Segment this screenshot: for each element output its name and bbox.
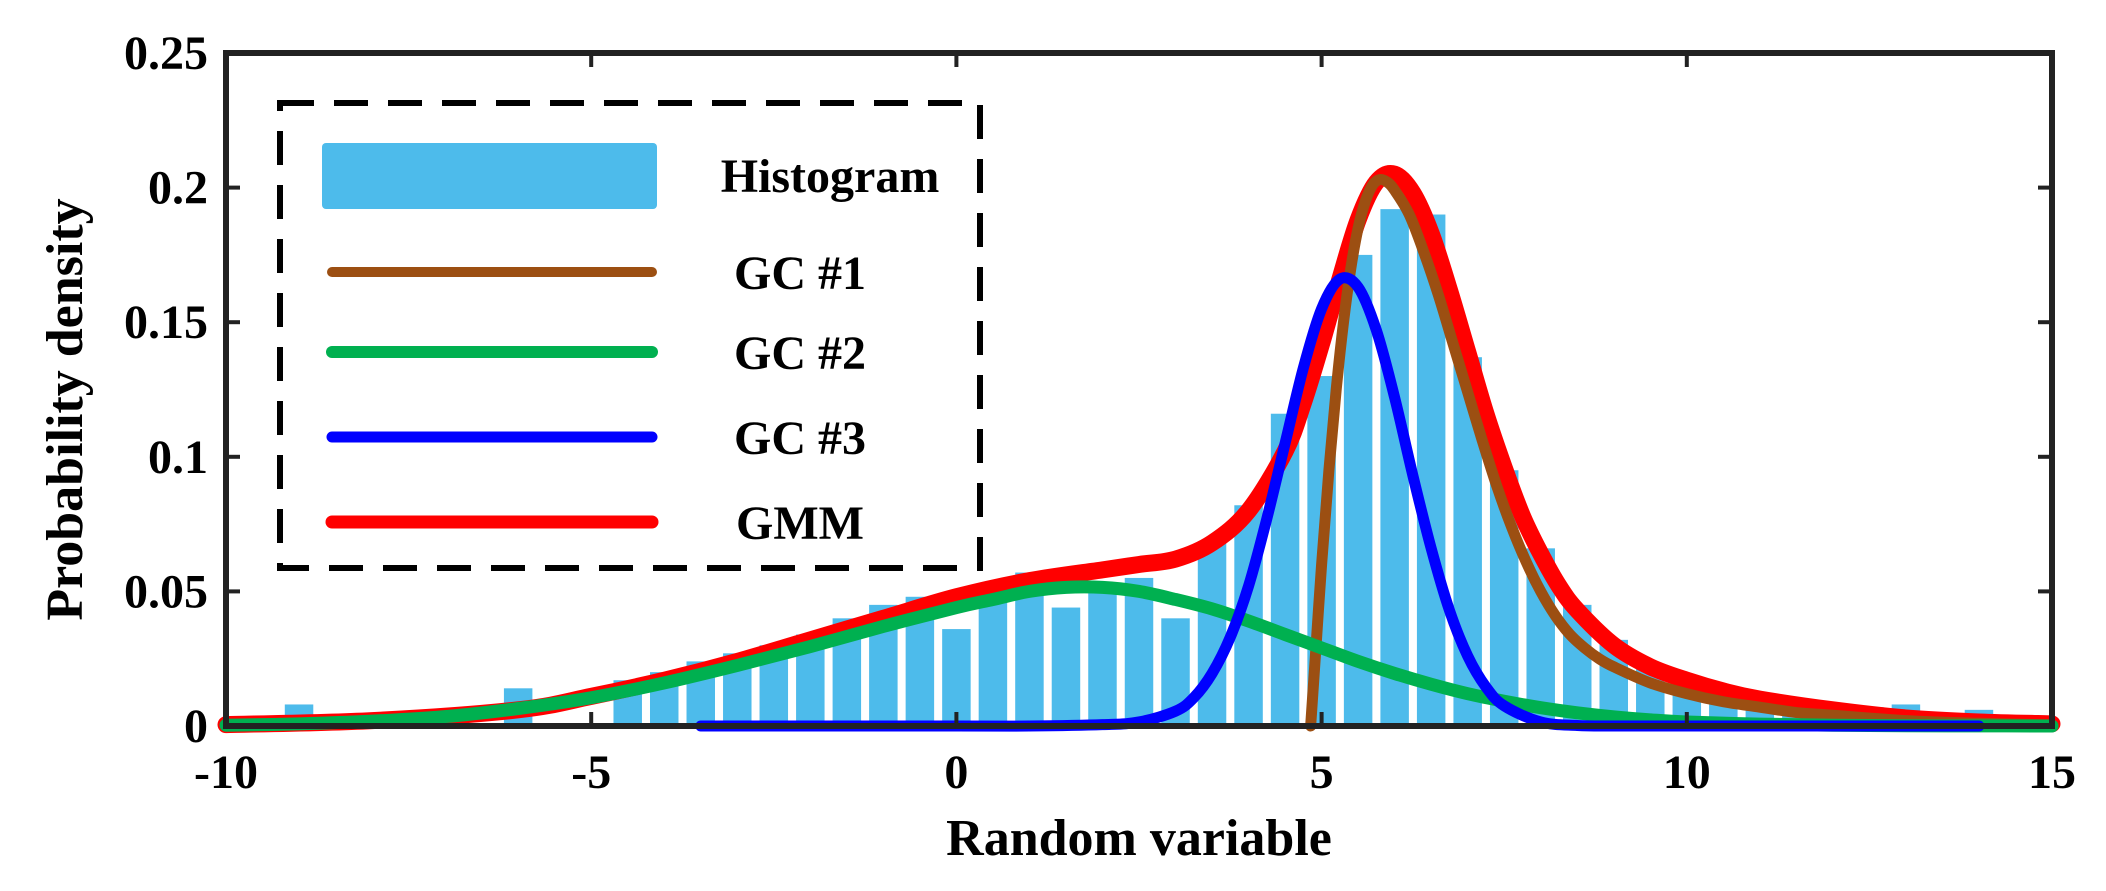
x-tick-label: 10	[1663, 746, 1711, 799]
histogram-bar	[1124, 577, 1154, 726]
y-tick-label: 0.05	[124, 565, 208, 618]
x-tick-label: 0	[944, 746, 968, 799]
x-tick-label: -10	[194, 746, 258, 799]
histogram-bar	[942, 629, 971, 726]
legend-label-gmm: GMM	[736, 497, 864, 550]
axis-ticks: -10 -5 0 5 10 15 0 0.05 0.1 0.15 0.2 0.25	[124, 27, 2076, 799]
y-tick-label: 0.1	[148, 431, 208, 484]
x-tick-label: -5	[571, 746, 611, 799]
histogram-bar	[1197, 542, 1227, 726]
histogram-bar	[1051, 607, 1081, 726]
histogram-bar	[1343, 254, 1373, 726]
legend-swatch-histogram	[322, 143, 657, 209]
histogram-bar	[1380, 209, 1409, 727]
y-tick-label: 0.15	[124, 296, 208, 349]
histogram-bar	[978, 586, 1008, 726]
y-tick-label: 0.2	[148, 162, 208, 215]
x-tick-label: 5	[1310, 746, 1334, 799]
legend-label-gc-3: GC #3	[734, 412, 866, 465]
y-axis-label: Probability density	[37, 198, 94, 620]
legend-label-gc-2: GC #2	[734, 327, 866, 380]
legend: Histogram GC #1 GC #2 GC #3 GMM	[277, 100, 983, 571]
x-tick-label: 15	[2028, 746, 2076, 799]
y-tick-label: 0	[184, 700, 208, 753]
legend-label-gc-1: GC #1	[734, 247, 866, 300]
histogram-bar	[1088, 586, 1117, 726]
x-axis-label: Random variable	[946, 810, 1332, 867]
curve-gc-1	[1305, 173, 2058, 732]
legend-label-histogram: Histogram	[721, 150, 940, 203]
y-tick-label: 0.25	[124, 27, 208, 80]
plot-frame	[223, 50, 2055, 729]
